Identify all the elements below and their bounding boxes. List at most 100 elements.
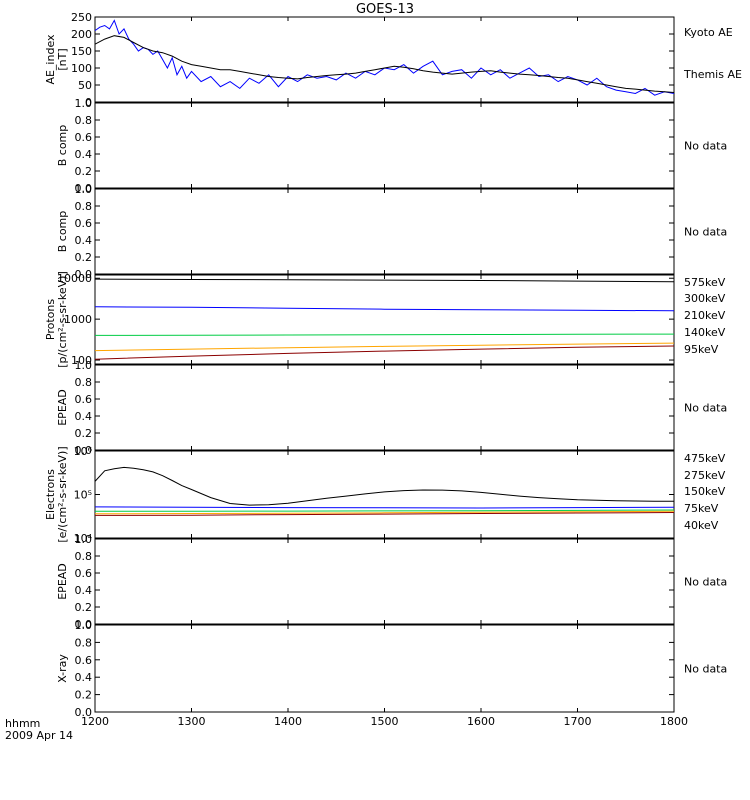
y-tick-label: 100 (71, 62, 92, 75)
y-tick-label: 10⁴ (74, 532, 93, 545)
y-axis-label: [e/(cm²-s-sr-keV)] (56, 446, 69, 542)
legend-entry: 210keV (684, 309, 726, 322)
y-tick-label: 0.2 (75, 689, 93, 702)
y-tick-label: 0.6 (75, 654, 93, 667)
no-data-label: No data (684, 402, 727, 415)
x-axis-label-hhmm: hhmm (5, 717, 40, 730)
panel-frame (94, 624, 675, 713)
no-data-label: No data (684, 663, 727, 676)
panel-frame (94, 538, 675, 625)
legend-entry: 95keV (684, 343, 719, 356)
y-tick-label: 1.0 (75, 619, 93, 632)
y-tick-label: 1.0 (75, 183, 93, 196)
panel-b1: 0.0 0.2 0.4 0.6 0.8 1.0 B comp No data (56, 97, 727, 195)
y-tick-label: 0.0 (75, 182, 93, 195)
y-tick-label: 0.0 (75, 444, 93, 457)
no-data-label: No data (684, 576, 727, 589)
chart-title: GOES-13 (356, 2, 414, 17)
y-tick-label: 1.0 (75, 533, 93, 546)
y-tick-label: 0.2 (75, 251, 93, 264)
panel-stack: 0 50 100 150 200 250 AE_index [nT] Kyoto AE Themi… (44, 11, 742, 719)
series-line-kyoto-ae (94, 19, 675, 96)
y-tick-label: 10000 (57, 272, 92, 285)
y-tick-label: 1.0 (75, 359, 93, 372)
y-tick-label: 0.4 (75, 148, 93, 161)
y-tick-label: 0.6 (75, 567, 93, 580)
y-axis-label: B comp (56, 125, 69, 167)
x-tick-label: 1700 (564, 715, 592, 728)
y-axis-label: B comp (56, 211, 69, 253)
y-tick-label: 100 (71, 354, 92, 367)
y-tick-label: 0.4 (75, 410, 93, 423)
y-tick-label: 0.8 (75, 114, 93, 127)
panel-xray: 0.0 0.2 0.4 0.6 0.8 1.0 X-ray No data (56, 619, 727, 719)
y-tick-label: 0.4 (75, 234, 93, 247)
y-tick-label: 0.2 (75, 165, 93, 178)
series-line-95kev (94, 278, 675, 283)
y-tick-label: 150 (71, 45, 92, 58)
legend-entry: 75keV (684, 502, 719, 515)
y-axis-label: EPEAD (56, 563, 69, 600)
y-tick-label: 0.4 (75, 584, 93, 597)
y-tick-label: 0.6 (75, 217, 93, 230)
series-line-300kev (94, 342, 675, 352)
y-axis-label: Electrons (44, 469, 57, 520)
y-tick-label: 200 (71, 28, 92, 41)
legend-entry: 475keV (684, 452, 726, 465)
panel-ae: 0 50 100 150 200 250 AE_index [nT] Kyoto AE Themi… (44, 11, 742, 109)
legend-entry: 150keV (684, 485, 726, 498)
y-tick-label: 10⁵ (74, 489, 92, 502)
x-tick-label: 1600 (467, 715, 495, 728)
x-tick-label: 1800 (660, 715, 688, 728)
y-axis-label: EPEAD (56, 389, 69, 426)
x-axis-label-date: 2009 Apr 14 (5, 729, 73, 742)
legend-entry: 275keV (684, 469, 726, 482)
y-tick-label: 0.8 (75, 376, 93, 389)
y-tick-label: 0.2 (75, 601, 93, 614)
series-line-210kev (94, 333, 675, 336)
y-tick-label: 250 (71, 11, 92, 24)
no-data-label: No data (684, 140, 727, 153)
legend-entry: 40keV (684, 519, 719, 532)
x-tick-label: 1500 (371, 715, 399, 728)
panel-frame (94, 102, 675, 189)
series-line-575kev (94, 345, 675, 360)
series-line-140kev (94, 306, 675, 312)
legend-entry: 140keV (684, 326, 726, 339)
y-tick-label: 0.6 (75, 393, 93, 406)
y-tick-label: 0.4 (75, 671, 93, 684)
no-data-label: No data (684, 226, 727, 239)
x-tick-label: 1200 (81, 715, 109, 728)
panel-frame (94, 450, 675, 539)
panel-epead1: 0.0 0.2 0.4 0.6 0.8 1.0 EPEAD No data (56, 359, 727, 457)
y-tick-label: 0.6 (75, 131, 93, 144)
legend-entry: 575keV (684, 276, 726, 289)
series-line-275kev (94, 510, 675, 515)
series-line-475kev (94, 512, 675, 516)
y-axis-label: Protons (44, 299, 57, 340)
y-tick-label: 0.8 (75, 550, 93, 563)
series-line-150kev (95, 509, 675, 512)
series-line-75kev (94, 506, 675, 509)
y-tick-label: 0 (85, 96, 92, 109)
y-tick-label: 0.8 (75, 636, 93, 649)
legend-entry: 300keV (684, 292, 726, 305)
y-axis-label: X-ray (56, 654, 69, 683)
y-tick-label: 50 (78, 79, 92, 92)
panel-frame (94, 364, 675, 451)
panel-protons: 100 1000 10000 Protons [p/(cm²-s-sr-keV)] 575… (44, 271, 726, 368)
panel-epead2: 0.0 0.2 0.4 0.6 0.8 1.0 EPEAD No data (56, 533, 727, 631)
panel-frame (94, 188, 675, 275)
y-axis-label: [nT] (56, 48, 69, 70)
series-line-themis-ae (94, 35, 675, 93)
legend-entry: Themis AE (683, 68, 742, 81)
series-line-40kev (94, 466, 674, 506)
y-tick-label: 1.0 (75, 97, 93, 110)
panel-b2: 0.0 0.2 0.4 0.6 0.8 1.0 B comp No data (56, 183, 727, 281)
y-tick-label: 0.0 (75, 618, 93, 631)
y-tick-label: 0.2 (75, 427, 93, 440)
panel-electrons: 10⁴ 10⁵ 10⁶ Electrons [e/(cm²-s-sr-keV)] 475k… (44, 445, 726, 545)
x-tick-label: 1300 (178, 715, 206, 728)
y-axis-label: [p/(cm²-s-sr-keV)] (56, 271, 69, 368)
